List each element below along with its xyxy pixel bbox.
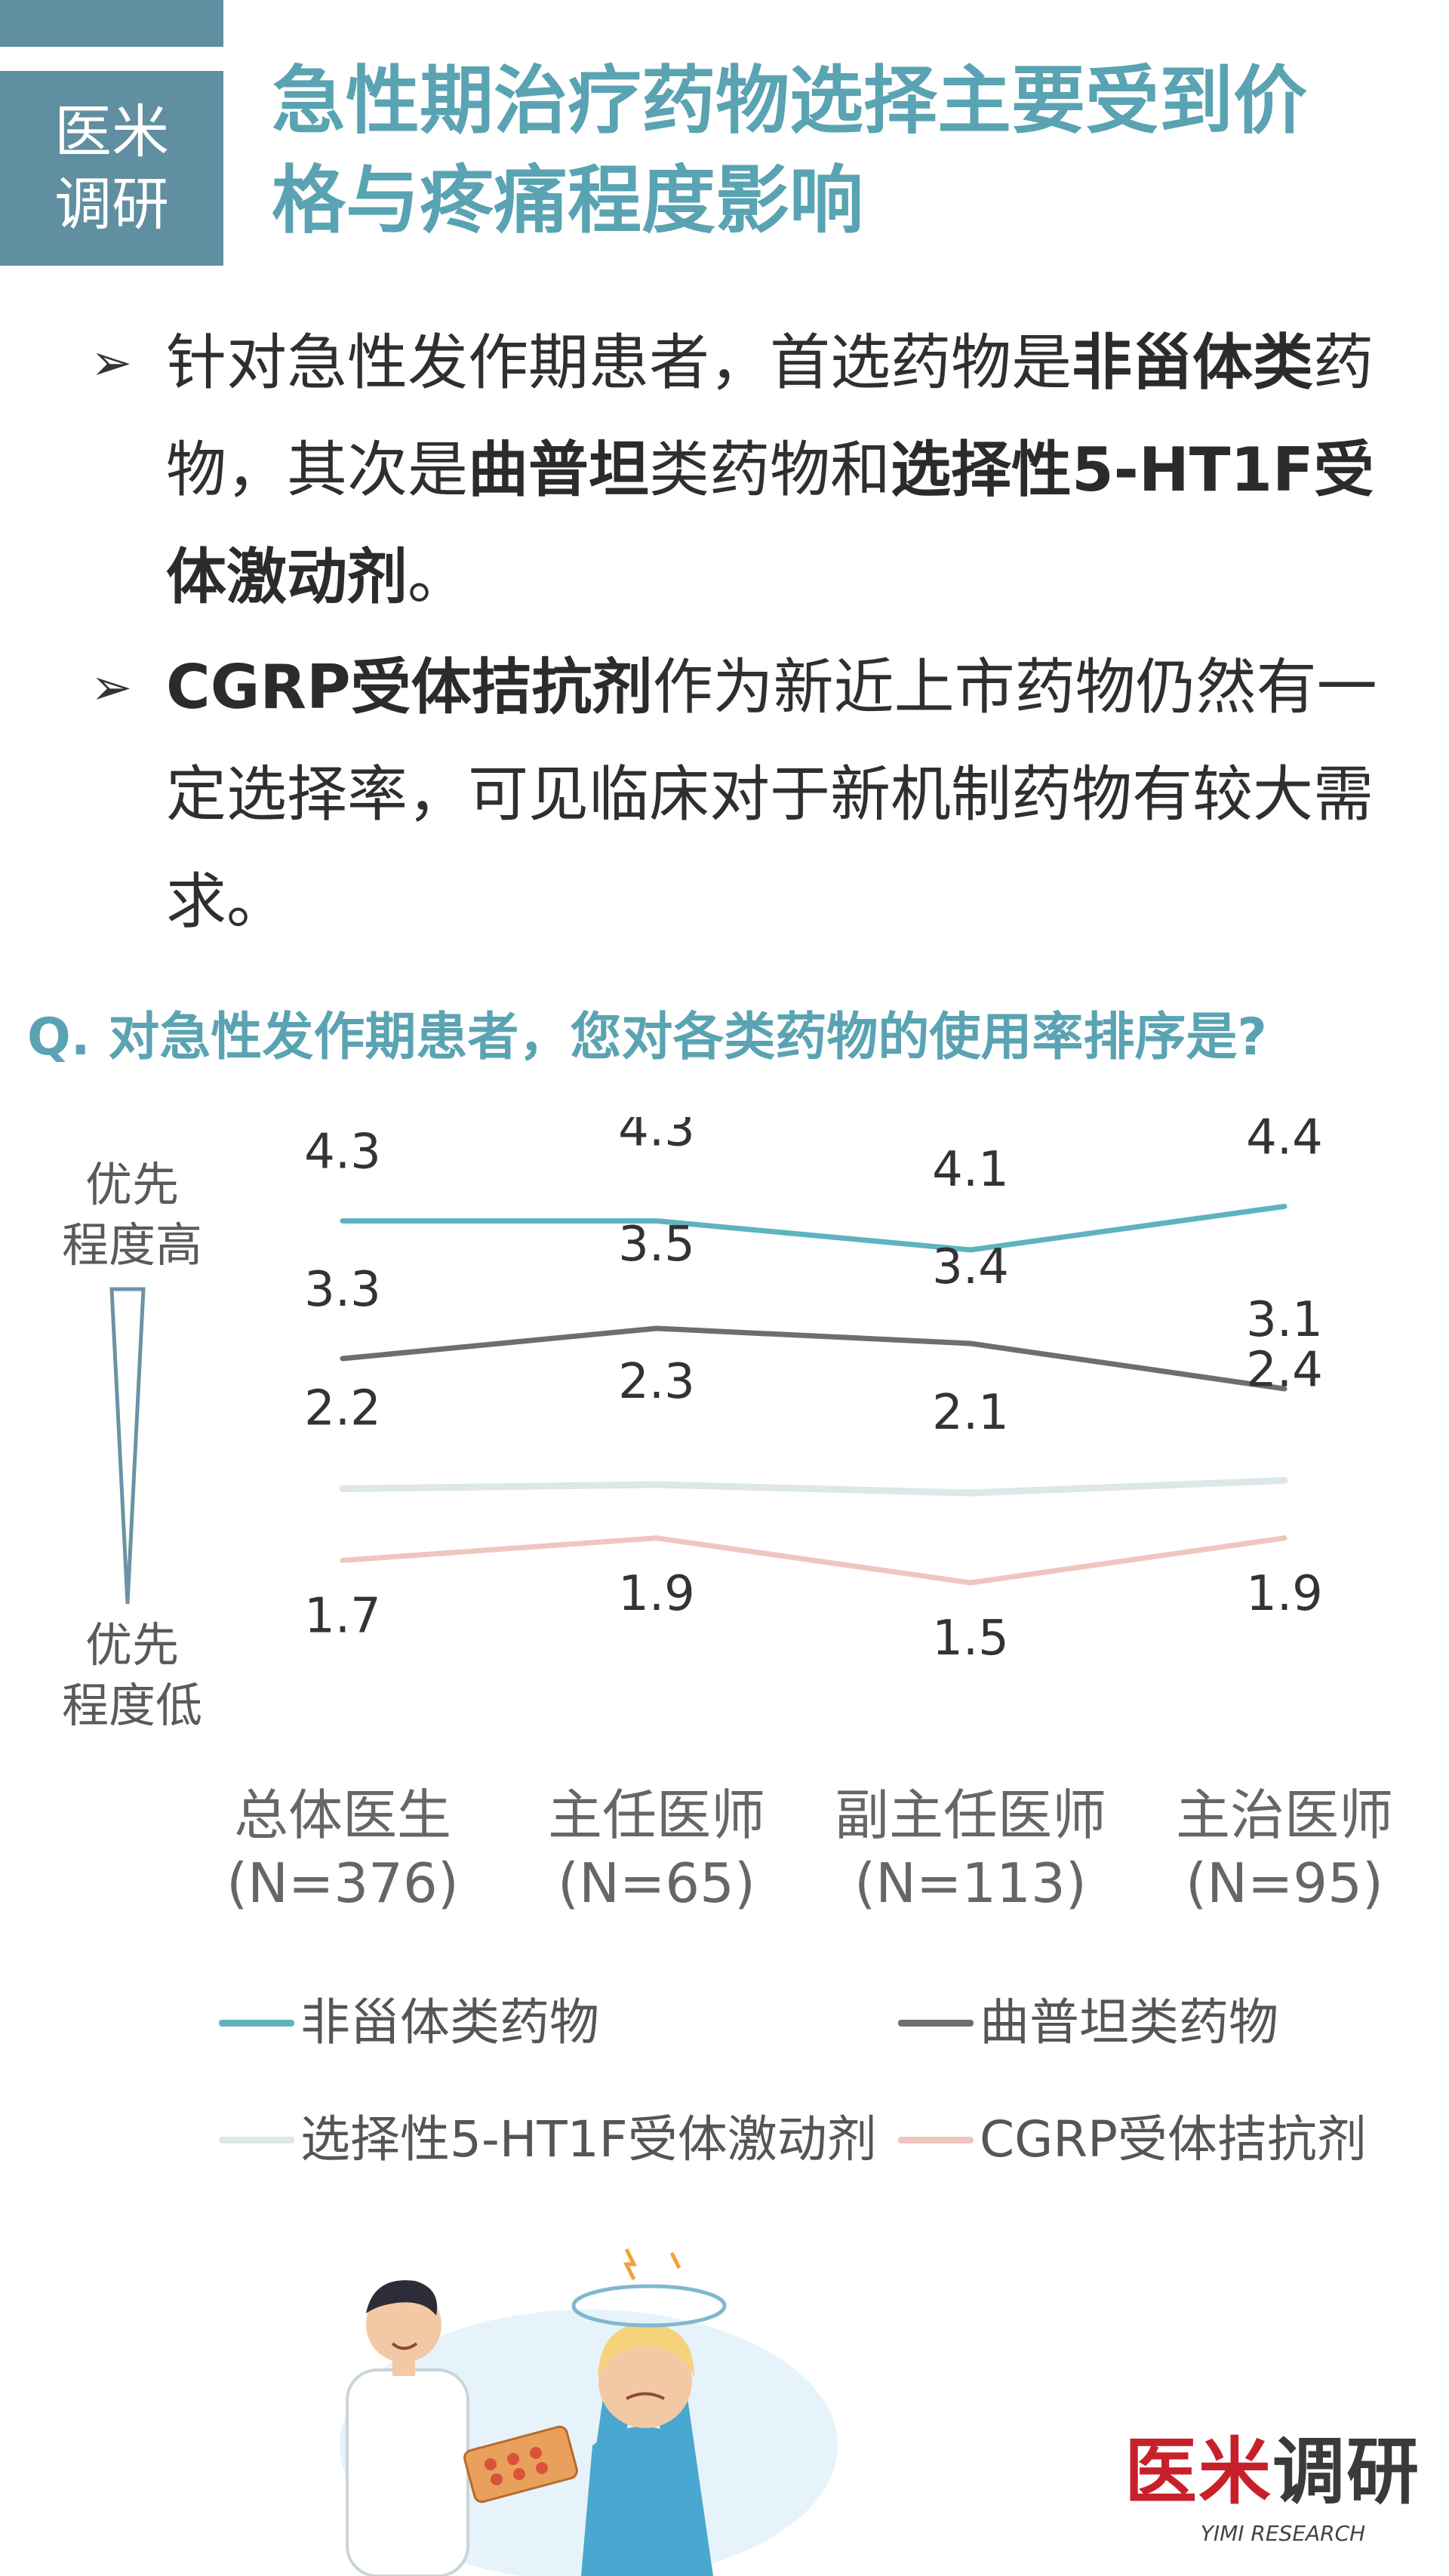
y-axis-high-line-1: 优先 bbox=[85, 1157, 179, 1212]
bullet-item-1: ➢ 针对急性发作期患者，首选药物是非甾体类药物，其次是曲普坦类药物和选择性5-H… bbox=[91, 309, 1389, 631]
badge-yimi-research: 医米 调研 bbox=[0, 71, 223, 266]
category-label-all-doctors: 总体医生 (N=376) bbox=[184, 1781, 501, 1917]
category-n: (N=95) bbox=[1186, 1851, 1383, 1915]
data-label: 2.4 bbox=[1246, 1343, 1323, 1399]
legend-item-triptans: 曲普坦类药物 bbox=[898, 1993, 1278, 2053]
y-axis-high-label: 优先 程度高 bbox=[30, 1155, 234, 1276]
data-label: 1.5 bbox=[932, 1611, 1009, 1667]
data-label: 3.4 bbox=[932, 1239, 1009, 1295]
legend-item-cgrp-antagonist: CGRP受体拮抗剂 bbox=[898, 2110, 1367, 2170]
patient-figure bbox=[581, 2323, 713, 2576]
bullet-text-2: CGRP受体拮抗剂作为新近上市药物仍然有一定选择率，可见临床对于新机制药物有较大… bbox=[166, 652, 1377, 937]
data-label: 3.5 bbox=[618, 1217, 695, 1273]
text-run: 类药物和 bbox=[649, 435, 891, 505]
yimi-research-logo: 医米调研 bbox=[1124, 2430, 1420, 2513]
data-label: 2.2 bbox=[304, 1381, 381, 1437]
page-title-line-1: 急性期治疗药物选择主要受到价 bbox=[272, 58, 1308, 144]
legend-swatch-3 bbox=[898, 2136, 974, 2144]
bold-text-run: 非甾体类 bbox=[1072, 328, 1313, 398]
category-n: (N=65) bbox=[558, 1851, 755, 1915]
category-label-associate-chief-physician: 副主任医师 (N=113) bbox=[812, 1781, 1129, 1917]
data-label: 4.3 bbox=[618, 1117, 695, 1158]
y-axis-high-line-2: 程度高 bbox=[61, 1217, 202, 1273]
y-axis-low-label: 优先 程度低 bbox=[30, 1615, 234, 1736]
legend-swatch-0 bbox=[219, 2019, 294, 2027]
category-n: (N=376) bbox=[226, 1851, 459, 1915]
text-run: 作为新近上市药物仍然有一定选择率，可见临床对于新机制药物有较大需求。 bbox=[166, 652, 1377, 937]
arrow-bullet-icon: ➢ bbox=[91, 658, 133, 716]
bullet-item-2: ➢ CGRP受体拮抗剂作为新近上市药物仍然有一定选择率，可见临床对于新机制药物有… bbox=[91, 634, 1389, 956]
page-title-line-2: 格与疼痛程度影响 bbox=[272, 158, 864, 244]
data-label: 4.1 bbox=[932, 1142, 1009, 1198]
data-label: 2.3 bbox=[618, 1354, 695, 1410]
badge-line-2: 调研 bbox=[54, 171, 169, 238]
data-label: 4.4 bbox=[1246, 1117, 1323, 1165]
legend-label: 非甾体类药物 bbox=[300, 1993, 599, 2051]
logo-text-a: 医米 bbox=[1124, 2430, 1272, 2514]
arrow-bullet-icon: ➢ bbox=[91, 334, 133, 392]
bullet-list: ➢ 针对急性发作期患者，首选药物是非甾体类药物，其次是曲普坦类药物和选择性5-H… bbox=[91, 309, 1389, 959]
legend-item-nsaids: 非甾体类药物 bbox=[219, 1993, 599, 2053]
badge-line-1: 医米 bbox=[54, 98, 169, 165]
series-line-0 bbox=[340, 1203, 1287, 1253]
bold-text-run: 曲普坦 bbox=[468, 435, 649, 505]
doctor-patient-illustration bbox=[340, 2248, 838, 2576]
data-label: 1.9 bbox=[1246, 1566, 1323, 1622]
line-chart: 4.3 4.3 4.1 4.4 3.3 3.5 3.4 3.1 2.2 2.3 2.1 2.4 1.7 1… bbox=[109, 1117, 1323, 1667]
dizzy-swirl-icon bbox=[571, 2248, 727, 2328]
pill-blister-pack-icon bbox=[463, 2425, 578, 2504]
top-accent-bar bbox=[0, 0, 223, 47]
logo-subtitle: YIMI RESEARCH bbox=[1200, 2521, 1366, 2546]
bullet-text-1: 针对急性发作期患者，首选药物是非甾体类药物，其次是曲普坦类药物和选择性5-HT1… bbox=[166, 328, 1374, 612]
data-label: 4.3 bbox=[304, 1125, 381, 1180]
category-label-chief-physician: 主任医师 (N=65) bbox=[498, 1781, 815, 1917]
survey-question: Q. 对急性发作期患者，您对各类药物的使用率排序是? bbox=[27, 1008, 1267, 1067]
text-run: 药物，其次是 bbox=[166, 328, 1374, 505]
y-axis-low-line-2: 程度低 bbox=[61, 1678, 202, 1733]
data-label: 2.1 bbox=[932, 1385, 1009, 1441]
text-run: 针对急性发作期患者，首选药物是 bbox=[166, 328, 1072, 398]
priority-triangle-icon bbox=[109, 1287, 146, 1605]
category-name: 主任医师 bbox=[547, 1784, 765, 1847]
y-axis-low-line-1: 优先 bbox=[85, 1617, 179, 1673]
data-label: 1.9 bbox=[618, 1566, 695, 1622]
legend-label: CGRP受体拮抗剂 bbox=[980, 2110, 1367, 2168]
logo-text-b: 调研 bbox=[1272, 2430, 1420, 2514]
text-run: 。 bbox=[408, 542, 468, 612]
series-line-1 bbox=[340, 1325, 1287, 1392]
series-line-2 bbox=[339, 1477, 1288, 1497]
category-name: 主治医师 bbox=[1175, 1784, 1393, 1847]
category-name: 总体医生 bbox=[233, 1784, 451, 1847]
legend-label: 选择性5-HT1F受体激动剂 bbox=[300, 2110, 877, 2168]
data-label: 1.7 bbox=[304, 1588, 381, 1644]
data-label: 3.1 bbox=[1246, 1292, 1323, 1348]
bold-text-run: 选择性5-HT1F受体激动剂 bbox=[166, 435, 1374, 612]
legend-item-5ht1f-agonist: 选择性5-HT1F受体激动剂 bbox=[219, 2110, 877, 2170]
category-n: (N=113) bbox=[854, 1851, 1087, 1915]
bold-text-run: CGRP受体拮抗剂 bbox=[166, 652, 653, 722]
category-label-attending-physician: 主治医师 (N=95) bbox=[1126, 1781, 1443, 1917]
series-line-3 bbox=[340, 1535, 1287, 1586]
legend-label: 曲普坦类药物 bbox=[980, 1993, 1278, 2051]
legend-swatch-1 bbox=[898, 2019, 974, 2027]
page-title: 急性期治疗药物选择主要受到价 格与疼痛程度影响 bbox=[272, 51, 1419, 251]
doctor-figure bbox=[346, 2280, 469, 2576]
legend-swatch-2 bbox=[219, 2136, 294, 2144]
data-label: 3.3 bbox=[304, 1262, 381, 1318]
category-name: 副主任医师 bbox=[834, 1784, 1106, 1847]
